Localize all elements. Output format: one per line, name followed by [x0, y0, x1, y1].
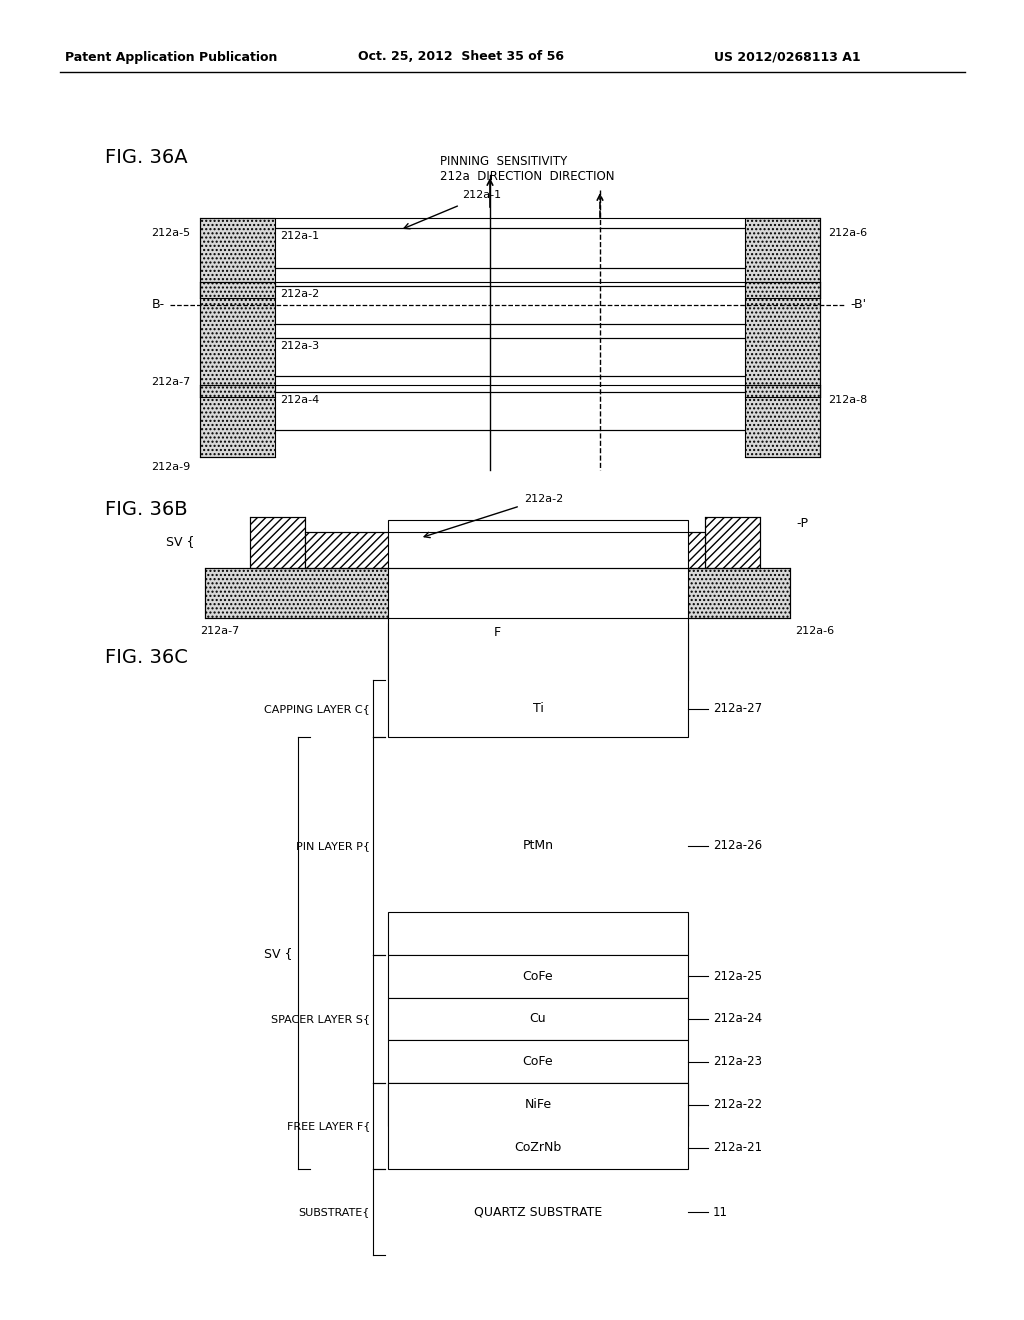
Bar	[388, 1040, 688, 1084]
Text: B-: B-	[152, 298, 165, 312]
Bar	[745, 218, 820, 298]
Bar	[745, 282, 820, 397]
Bar	[388, 954, 688, 998]
Bar	[388, 912, 688, 954]
Text: FIG. 36C: FIG. 36C	[105, 648, 187, 667]
Bar	[388, 1084, 688, 1126]
Bar	[388, 623, 688, 680]
Bar	[388, 998, 688, 1040]
Text: 212a-21: 212a-21	[713, 1142, 762, 1154]
Text: Patent Application Publication: Patent Application Publication	[65, 50, 278, 63]
Text: CoFe: CoFe	[522, 970, 553, 982]
Bar	[205, 568, 790, 618]
Bar	[275, 286, 745, 323]
Text: 212a-2: 212a-2	[524, 494, 563, 504]
Text: CAPPING LAYER C{: CAPPING LAYER C{	[264, 704, 370, 714]
Text: 212a-5: 212a-5	[151, 228, 190, 238]
Bar	[250, 517, 305, 568]
Text: FREE LAYER F{: FREE LAYER F{	[287, 1121, 370, 1131]
Text: PtMn: PtMn	[522, 840, 554, 853]
Text: 212a-7: 212a-7	[151, 378, 190, 387]
Text: 212a-27: 212a-27	[713, 702, 762, 715]
Bar	[388, 520, 688, 737]
Text: 212a-7: 212a-7	[200, 626, 240, 636]
Text: 212a-1: 212a-1	[280, 231, 319, 242]
Text: 212a-22: 212a-22	[713, 1098, 762, 1111]
Text: SUBSTRATE{: SUBSTRATE{	[299, 1206, 370, 1217]
Text: 212a-6: 212a-6	[828, 228, 867, 238]
Bar	[200, 385, 275, 457]
Bar	[200, 218, 275, 298]
Text: 212a-6: 212a-6	[795, 626, 835, 636]
Bar	[388, 1084, 688, 1170]
Text: SPACER LAYER S{: SPACER LAYER S{	[271, 1014, 370, 1024]
Text: US 2012/0268113 A1: US 2012/0268113 A1	[714, 50, 860, 63]
Text: CoFe: CoFe	[522, 1056, 553, 1068]
Text: FIG. 36B: FIG. 36B	[105, 500, 187, 519]
Text: 212a-2: 212a-2	[280, 289, 319, 300]
Text: Cu: Cu	[529, 1012, 547, 1026]
Text: -P: -P	[796, 517, 808, 531]
Text: FIG. 36A: FIG. 36A	[105, 148, 187, 168]
Bar	[200, 282, 275, 397]
Text: F: F	[494, 626, 501, 639]
Bar	[745, 385, 820, 457]
Text: 212a-4: 212a-4	[280, 395, 319, 405]
Text: 212a-3: 212a-3	[280, 341, 319, 351]
Bar	[275, 228, 745, 268]
Text: QUARTZ SUBSTRATE: QUARTZ SUBSTRATE	[474, 1205, 602, 1218]
Bar	[275, 338, 745, 376]
Text: -B': -B'	[850, 298, 866, 312]
Text: 11: 11	[713, 1205, 728, 1218]
Bar	[305, 532, 705, 568]
Text: PIN LAYER P{: PIN LAYER P{	[296, 841, 370, 851]
Bar	[705, 517, 760, 568]
Text: NiFe: NiFe	[524, 1098, 552, 1111]
Text: 212a-9: 212a-9	[151, 462, 190, 473]
Text: 212a-24: 212a-24	[713, 1012, 762, 1026]
Text: Oct. 25, 2012  Sheet 35 of 56: Oct. 25, 2012 Sheet 35 of 56	[358, 50, 564, 63]
Text: 212a-25: 212a-25	[713, 970, 762, 982]
Text: 212a-8: 212a-8	[828, 395, 867, 405]
Text: 212a-23: 212a-23	[713, 1056, 762, 1068]
Text: 212a-1: 212a-1	[462, 190, 501, 201]
Text: SV {: SV {	[264, 946, 293, 960]
Bar	[275, 392, 745, 430]
Text: 212a  DIRECTION  DIRECTION: 212a DIRECTION DIRECTION	[440, 170, 614, 183]
Text: CoZrNb: CoZrNb	[514, 1142, 561, 1154]
Text: PINNING  SENSITIVITY: PINNING SENSITIVITY	[440, 154, 567, 168]
Text: Ti: Ti	[532, 702, 544, 715]
Text: 212a-26: 212a-26	[713, 840, 762, 853]
Text: SV {: SV {	[167, 536, 195, 549]
